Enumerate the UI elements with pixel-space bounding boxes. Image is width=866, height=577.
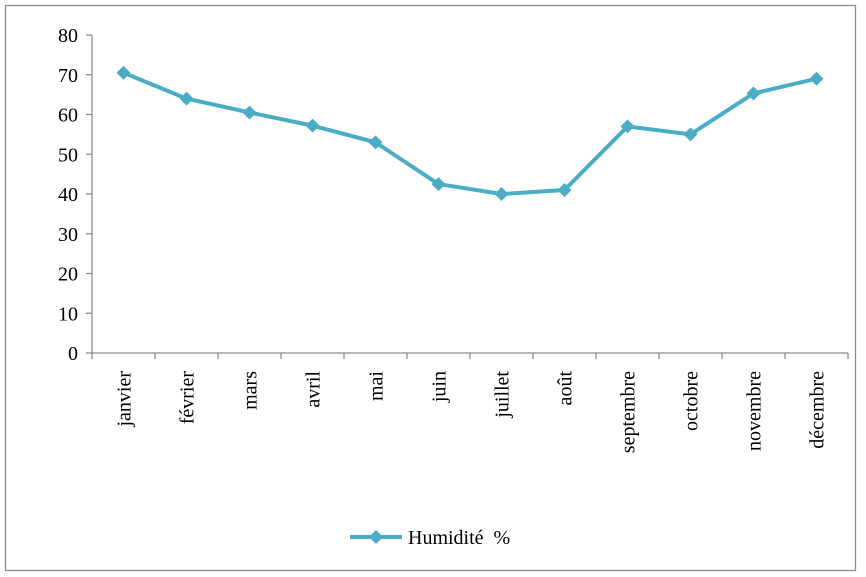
- x-tick-label: décembre: [807, 371, 829, 449]
- data-point: [494, 187, 509, 201]
- x-tick-label: juin: [429, 371, 451, 403]
- data-point: [620, 119, 635, 134]
- series-line: [122, 70, 817, 196]
- data-point: [179, 91, 194, 106]
- y-tick-label: 80: [58, 25, 78, 47]
- y-tick-label: 30: [58, 224, 78, 246]
- x-tick-label: janvier: [114, 371, 136, 428]
- data-point: [305, 118, 320, 133]
- data-point: [746, 86, 761, 101]
- data-point: [557, 183, 572, 198]
- data-point: [431, 177, 446, 192]
- data-point: [242, 105, 257, 120]
- y-tick-label: 60: [58, 105, 78, 127]
- legend: Humidité %: [350, 527, 510, 549]
- x-tick-label: février: [177, 371, 199, 425]
- data-point: [809, 71, 824, 86]
- x-tick-label: juillet: [492, 371, 514, 419]
- x-tick-label: août: [555, 371, 577, 406]
- series-layer: [116, 65, 824, 201]
- y-tick-label: 70: [58, 65, 78, 87]
- data-point: [116, 65, 131, 80]
- y-axis: 0 10 20 30 40 50 60 70 80: [58, 25, 93, 365]
- x-tick-label: avril: [303, 371, 325, 408]
- y-tick-label: 50: [58, 144, 78, 166]
- data-point: [683, 127, 698, 142]
- data-point: [368, 135, 383, 150]
- x-tick-label: octobre: [681, 371, 703, 431]
- y-tick-label: 10: [58, 303, 78, 325]
- chart-border: [4, 4, 857, 572]
- x-tick-label: novembre: [744, 371, 766, 451]
- y-tick-label: 0: [68, 343, 78, 365]
- y-tick-label: 20: [58, 264, 78, 286]
- x-tick-label: septembre: [618, 371, 640, 453]
- x-tick-label: mai: [366, 371, 388, 401]
- legend-label: Humidité %: [408, 527, 510, 549]
- y-tick-label: 40: [58, 184, 78, 206]
- x-tick-label: mars: [240, 371, 262, 410]
- x-axis: janvier février mars avril mai juin juillet aoû…: [91, 352, 849, 453]
- legend-marker: [369, 530, 383, 544]
